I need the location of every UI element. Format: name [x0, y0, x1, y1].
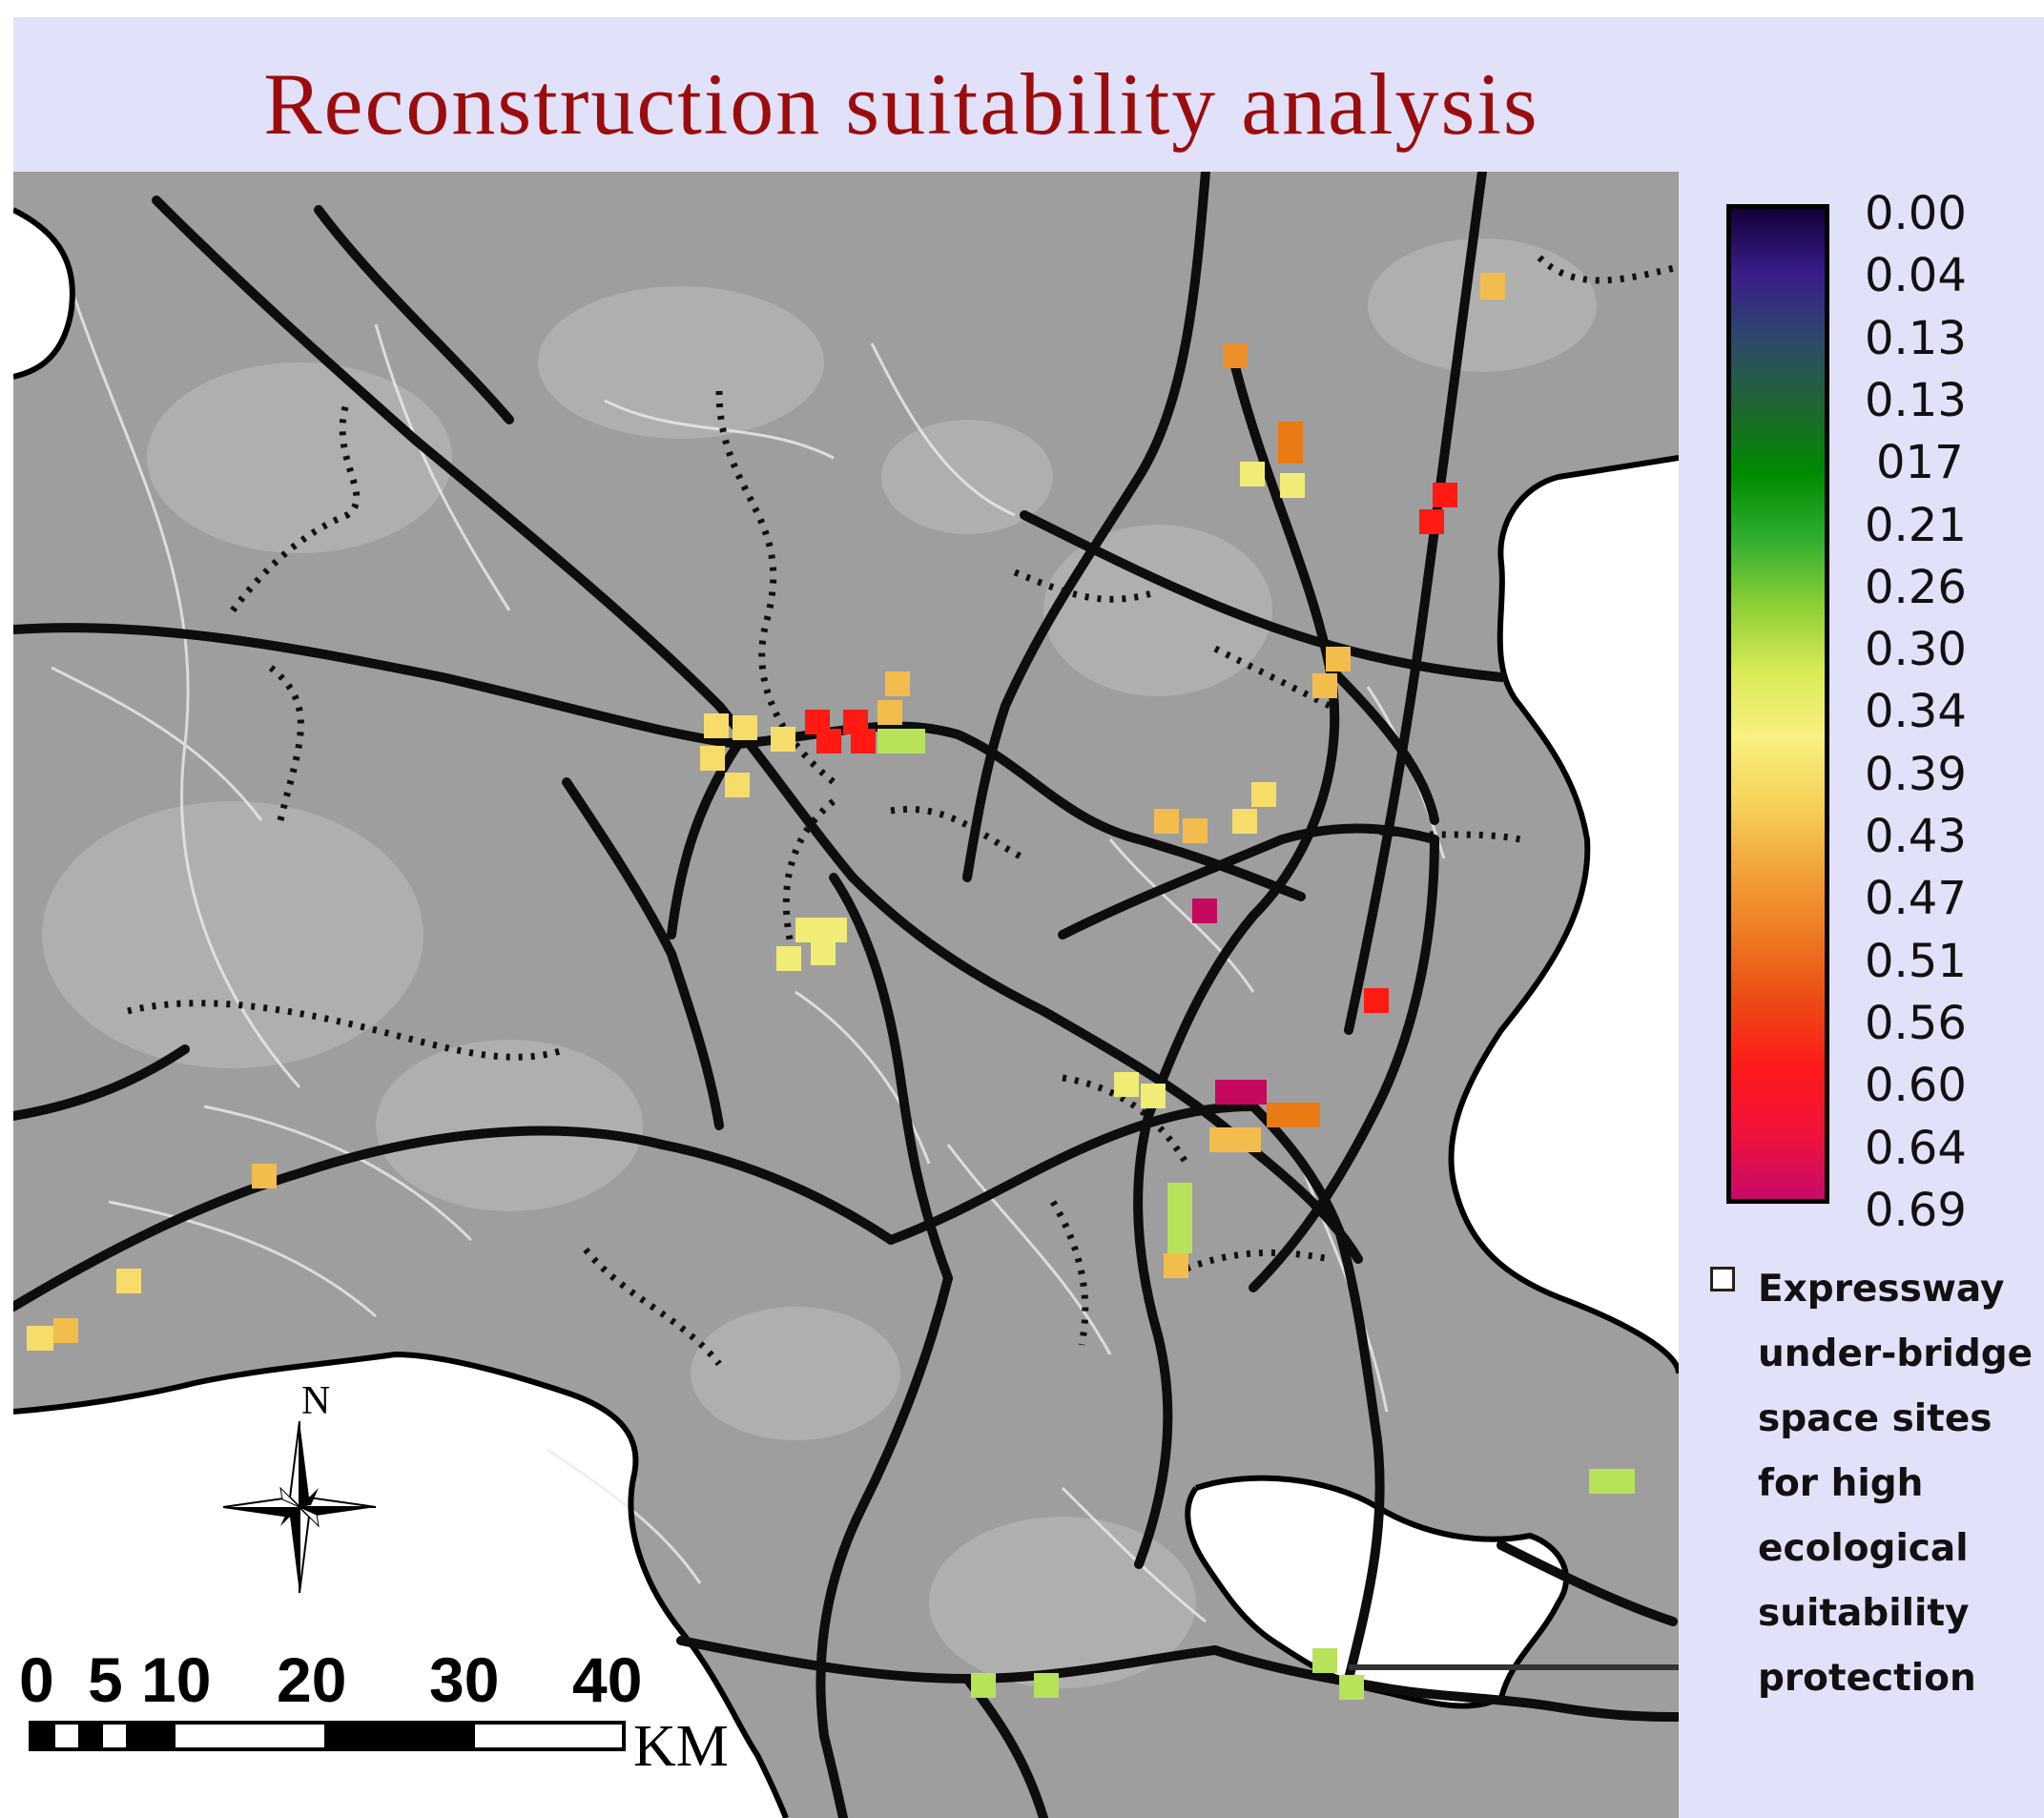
site-marker[interactable] — [1278, 422, 1303, 464]
site-marker[interactable] — [1480, 273, 1505, 300]
site-marker[interactable] — [700, 746, 725, 771]
site-marker[interactable] — [1251, 782, 1276, 807]
scale-label: 10 — [141, 1644, 212, 1715]
site-marker[interactable] — [795, 918, 847, 942]
sea-east — [1451, 458, 1679, 1374]
legend-tick-label: 0.21 — [1865, 498, 1967, 552]
legend-tick-label: 017 — [1876, 436, 1964, 490]
legend-tick-label: 0.26 — [1865, 560, 1967, 614]
scale-unit: KM — [633, 1714, 729, 1779]
sea-southwest — [13, 1354, 786, 1818]
legend-note-text: Expressway under-bridge space sites for … — [1758, 1268, 2034, 1700]
site-marker[interactable] — [1164, 1253, 1188, 1278]
site-marker[interactable] — [1215, 1080, 1267, 1105]
site-marker[interactable] — [1034, 1673, 1059, 1698]
bay-southeast — [1187, 1477, 1567, 1706]
map-area[interactable] — [13, 172, 1679, 1818]
legend-tick-label: 0.04 — [1865, 249, 1967, 303]
legend-tick-label: 0.39 — [1865, 747, 1967, 801]
color-ramp — [1726, 204, 1829, 1204]
scale-label: 20 — [277, 1644, 347, 1715]
legend-tick-label: 0.60 — [1865, 1059, 1967, 1113]
legend-tick-label: 0.00 — [1865, 187, 1967, 240]
site-marker[interactable] — [811, 940, 836, 965]
site-marker[interactable] — [816, 729, 841, 754]
site-marker[interactable] — [1240, 462, 1265, 486]
site-marker[interactable] — [1326, 647, 1351, 671]
compass-icon — [223, 1420, 376, 1594]
site-marker[interactable] — [53, 1318, 78, 1343]
site-marker[interactable] — [1433, 483, 1457, 507]
site-marker[interactable] — [704, 713, 729, 738]
legend-swatch — [1710, 1267, 1735, 1291]
legend-tick-label: 0.47 — [1865, 872, 1967, 926]
site-marker[interactable] — [885, 671, 910, 696]
site-marker[interactable] — [1280, 473, 1305, 498]
sea-northwest — [13, 210, 72, 377]
site-marker[interactable] — [877, 729, 925, 754]
site-marker[interactable] — [1312, 1648, 1337, 1673]
scale-label: 40 — [572, 1644, 643, 1715]
map-canvas — [13, 172, 1679, 1818]
site-marker[interactable] — [1364, 988, 1389, 1013]
legend-tick-label: 0.51 — [1865, 934, 1967, 988]
scale-label: 5 — [88, 1644, 123, 1715]
legend-tick-label: 0.30 — [1865, 623, 1967, 677]
scale-bar — [29, 1721, 626, 1751]
site-marker[interactable] — [1589, 1469, 1635, 1494]
site-marker[interactable] — [27, 1326, 53, 1351]
legend-tick-label: 0.43 — [1865, 810, 1967, 863]
legend-tick-label: 0.69 — [1865, 1183, 1967, 1237]
site-marker[interactable] — [1167, 1183, 1192, 1253]
scale-label: 30 — [429, 1644, 500, 1715]
site-marker[interactable] — [733, 715, 757, 740]
site-marker[interactable] — [1419, 509, 1444, 534]
map-title: Reconstruction suitability analysis — [263, 55, 1539, 153]
site-marker[interactable] — [776, 946, 801, 971]
site-marker[interactable] — [725, 773, 750, 797]
scale-label: 0 — [19, 1644, 54, 1715]
site-marker[interactable] — [1141, 1084, 1166, 1108]
site-marker[interactable] — [116, 1269, 141, 1293]
site-marker[interactable] — [1154, 809, 1179, 834]
site-marker[interactable] — [1192, 899, 1217, 923]
legend-tick-label: 0.56 — [1865, 996, 1967, 1050]
site-marker[interactable] — [1223, 343, 1248, 368]
site-marker[interactable] — [1312, 673, 1337, 698]
legend-tick-label: 0.34 — [1865, 685, 1967, 739]
site-marker[interactable] — [1209, 1127, 1261, 1152]
legend-tick-label: 0.64 — [1865, 1121, 1967, 1175]
site-marker[interactable] — [252, 1164, 277, 1188]
legend-tick-label: 0.13 — [1865, 373, 1967, 427]
site-marker[interactable] — [1232, 809, 1257, 834]
site-marker[interactable] — [1267, 1103, 1320, 1127]
site-marker[interactable] — [771, 727, 795, 752]
site-marker[interactable] — [1339, 1675, 1364, 1700]
legend-tick-label: 0.13 — [1865, 311, 1967, 365]
site-marker[interactable] — [1114, 1072, 1139, 1097]
site-marker[interactable] — [877, 700, 902, 725]
site-marker[interactable] — [851, 729, 876, 754]
site-marker[interactable] — [1183, 818, 1208, 843]
site-marker[interactable] — [971, 1673, 996, 1698]
north-label: N — [301, 1379, 331, 1423]
